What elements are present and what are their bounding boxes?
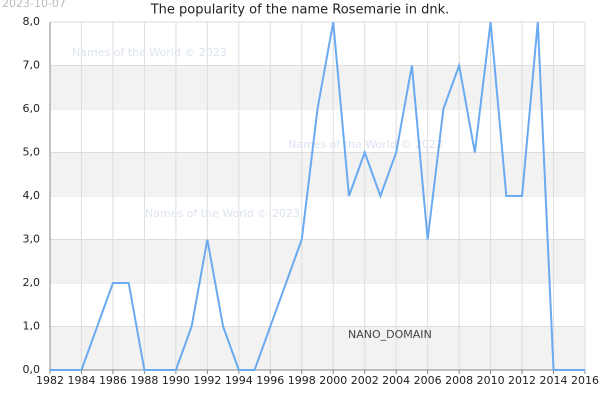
grid-band: [50, 152, 585, 196]
date-stamp: 2023-10-07: [2, 0, 66, 10]
x-tick-label: 2006: [414, 374, 442, 387]
grid-band: [50, 326, 585, 370]
x-tick-label: 2010: [477, 374, 505, 387]
data-line: [50, 21, 585, 371]
x-tick-label: 2012: [508, 374, 536, 387]
x-tick-label: 2000: [319, 374, 347, 387]
grid-band: [50, 239, 585, 283]
y-tick-label: 3,0: [23, 233, 41, 246]
domain-label: NANO_DOMAIN: [348, 328, 432, 341]
x-tick-label: 1988: [130, 374, 158, 387]
x-tick-label: 1984: [67, 374, 95, 387]
watermark: Names of the World © 2023: [288, 138, 443, 151]
x-tick-label: 1986: [99, 374, 127, 387]
watermark: Names of the World © 2023: [72, 46, 227, 59]
y-tick-label: 2,0: [23, 276, 41, 289]
x-tick-label: 2004: [382, 374, 410, 387]
x-tick-label: 1992: [193, 374, 221, 387]
y-tick-label: 6,0: [23, 102, 41, 115]
y-tick-label: 4,0: [23, 189, 41, 202]
x-tick-label: 2016: [571, 374, 599, 387]
x-tick-label: 1996: [256, 374, 284, 387]
y-tick-label: 8,0: [23, 15, 41, 28]
x-tick-label: 1994: [225, 374, 253, 387]
grid-band: [50, 65, 585, 109]
x-tick-label: 1998: [288, 374, 316, 387]
x-tick-label: 2008: [445, 374, 473, 387]
watermark: Names of the World © 2023: [145, 207, 300, 220]
x-tick-label: 2002: [351, 374, 379, 387]
y-tick-label: 0,0: [23, 363, 41, 376]
chart-title: The popularity of the name Rosemarie in …: [150, 3, 450, 18]
y-tick-label: 5,0: [23, 146, 41, 159]
x-tick-label: 2014: [540, 374, 568, 387]
x-tick-label: 1990: [162, 374, 190, 387]
y-tick-label: 7,0: [23, 59, 41, 72]
y-tick-label: 1,0: [23, 320, 41, 333]
x-tick-label: 1982: [36, 374, 64, 387]
